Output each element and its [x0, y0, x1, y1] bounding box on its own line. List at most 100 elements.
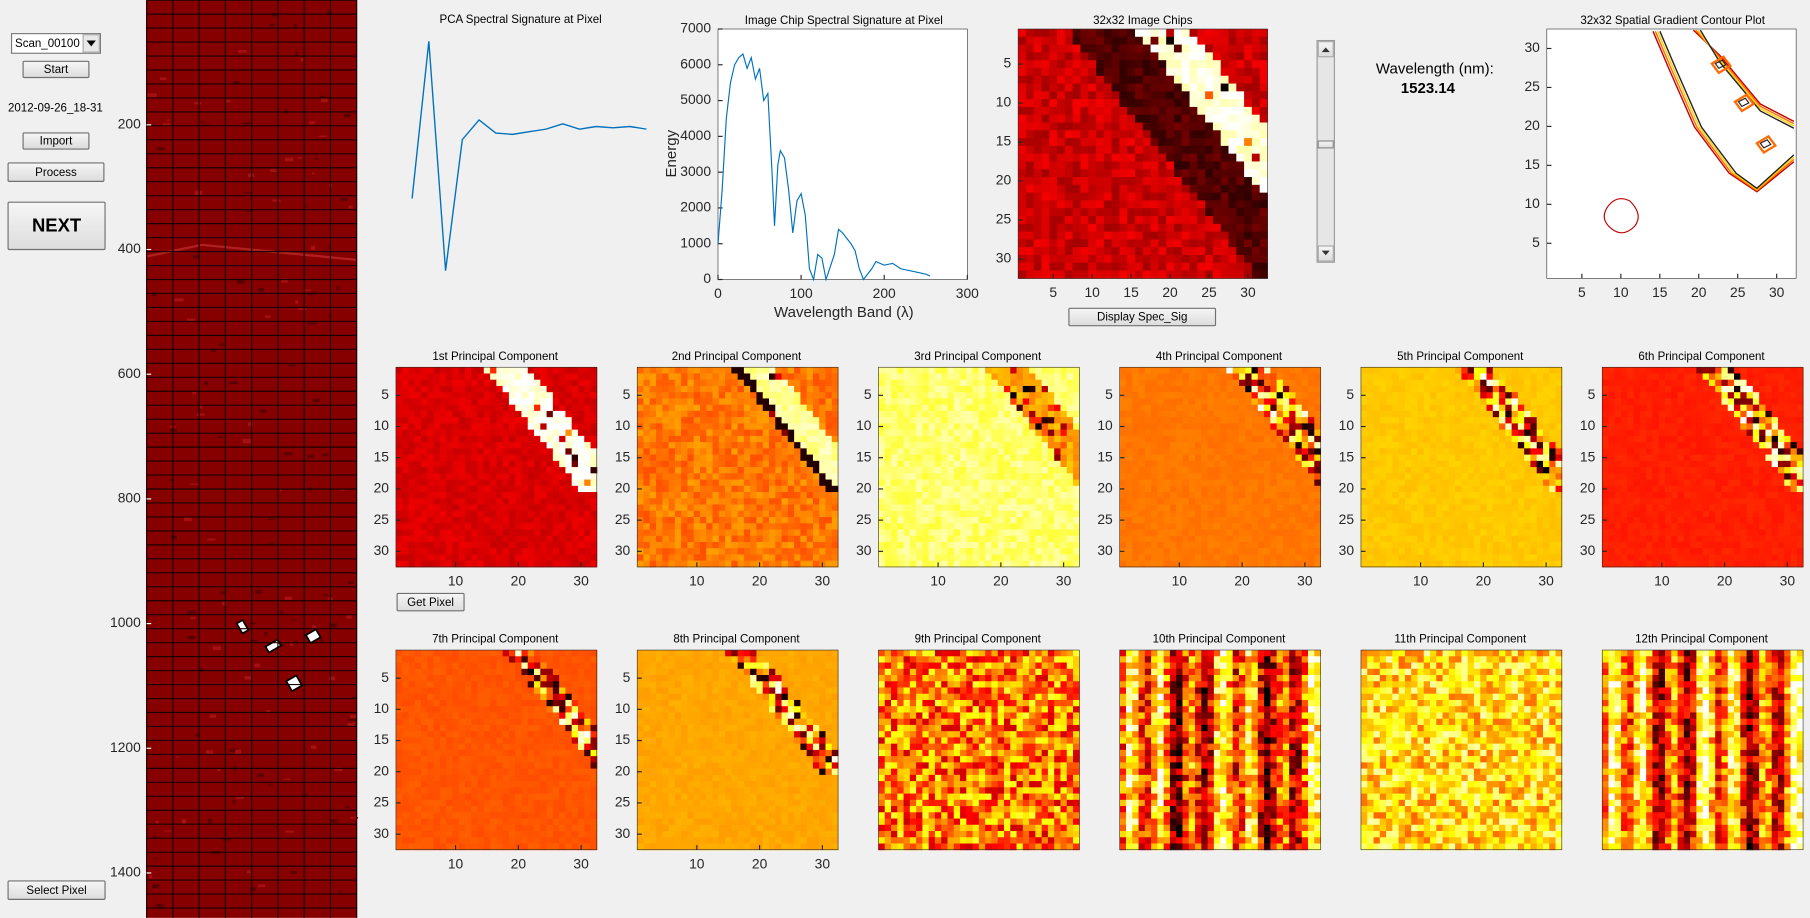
pixel — [769, 541, 776, 549]
pixel — [903, 385, 911, 393]
pixel — [1103, 122, 1113, 131]
pixel — [483, 548, 491, 555]
pixel — [769, 392, 776, 399]
pixel — [439, 535, 447, 543]
pixel — [643, 404, 651, 412]
contour-line — [1656, 31, 1795, 191]
pixel — [464, 523, 472, 530]
pixel — [731, 498, 739, 505]
pixel — [1189, 138, 1198, 147]
pixel — [794, 442, 801, 449]
pixel — [1073, 560, 1080, 568]
pixel — [941, 429, 948, 437]
start-button[interactable]: Start — [22, 60, 90, 79]
y-tick-label: 20 — [374, 480, 390, 496]
pixel — [1072, 262, 1081, 272]
pixel — [1003, 398, 1011, 406]
pixel — [1142, 29, 1152, 38]
pixel — [1057, 122, 1066, 131]
pixel — [750, 498, 757, 505]
y-tick-label: 15 — [996, 133, 1012, 149]
pixel — [706, 560, 713, 568]
pixel — [1189, 254, 1198, 264]
pixel — [1029, 548, 1036, 555]
next-button[interactable]: NEXT — [7, 201, 106, 251]
pixel — [909, 548, 917, 555]
pixel — [590, 423, 598, 431]
pixel — [903, 398, 911, 406]
pixel — [1125, 410, 1133, 418]
pixel — [699, 554, 707, 562]
pixel — [916, 529, 923, 537]
pixel — [1276, 417, 1284, 424]
pixel — [1173, 60, 1183, 69]
pixel — [1142, 177, 1152, 186]
next-label: NEXT — [32, 214, 82, 235]
pixel — [687, 435, 695, 443]
pixel — [402, 548, 409, 555]
pixel — [891, 510, 898, 518]
pixel — [446, 442, 453, 449]
pixel — [546, 454, 554, 462]
pixel — [1033, 192, 1042, 201]
speckle — [330, 819, 338, 823]
pixel — [800, 454, 808, 462]
pixel — [490, 442, 497, 449]
pixel — [649, 554, 657, 562]
pixel — [421, 398, 428, 406]
pixel — [1251, 435, 1259, 443]
pixel — [446, 492, 453, 499]
pixel — [1111, 262, 1120, 272]
speckle — [200, 83, 204, 86]
pixel — [527, 485, 535, 493]
pixel — [527, 448, 535, 456]
pixel — [985, 504, 992, 512]
pixel — [1132, 410, 1139, 418]
pixel — [737, 560, 745, 568]
pixel — [477, 435, 485, 443]
pixel — [731, 417, 739, 424]
display-spec-sig-button[interactable]: Display Spec_Sig — [1068, 307, 1217, 327]
pixel — [427, 523, 435, 530]
pixel — [706, 479, 713, 487]
pixel — [433, 367, 441, 374]
pixel — [891, 367, 898, 374]
pixel — [1080, 161, 1089, 170]
pixel — [693, 510, 701, 518]
pixel — [1072, 145, 1081, 155]
pixel — [502, 448, 510, 456]
pixel — [414, 504, 422, 512]
import-button[interactable]: Import — [22, 132, 90, 150]
pixel — [534, 410, 541, 418]
pixel — [812, 467, 820, 474]
pixel — [1135, 44, 1144, 53]
pixel — [1144, 442, 1152, 449]
pixel — [737, 467, 745, 474]
scan-select[interactable]: Scan_00100 — [10, 33, 102, 54]
pixel — [756, 517, 764, 524]
pixel — [941, 448, 948, 456]
pixel — [1072, 239, 1081, 248]
pixel — [1064, 231, 1074, 240]
pixel — [1228, 192, 1237, 201]
select-pixel-button[interactable]: Select Pixel — [7, 880, 106, 900]
pixel — [1238, 373, 1246, 381]
get-pixel-button[interactable]: Get Pixel — [396, 592, 465, 612]
pixel — [540, 517, 548, 524]
pixel — [681, 373, 688, 381]
pixel — [1057, 91, 1066, 100]
speckle — [281, 278, 288, 283]
pixel — [1010, 467, 1017, 474]
process-button[interactable]: Process — [7, 162, 105, 182]
wavelength-slider[interactable] — [1316, 39, 1335, 263]
pixel — [1163, 379, 1171, 387]
pixel — [483, 373, 491, 381]
pixel — [1226, 417, 1234, 424]
pixel — [1295, 373, 1303, 381]
pixel — [1232, 379, 1240, 387]
pixel — [1251, 44, 1261, 53]
pixel — [737, 492, 745, 499]
pixel — [712, 448, 720, 456]
pixel — [825, 541, 833, 549]
speckle — [210, 348, 217, 352]
